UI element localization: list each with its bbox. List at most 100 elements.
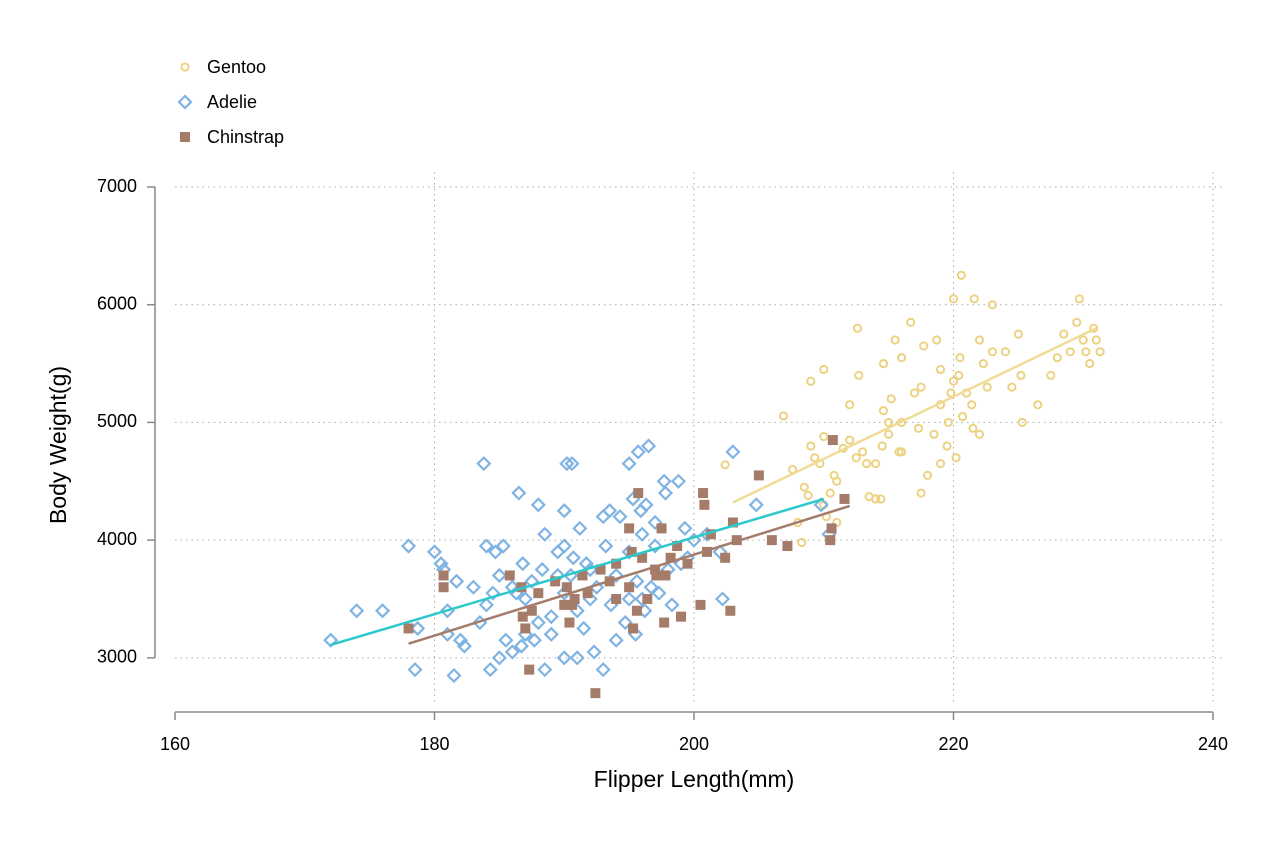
point (630, 444, 646, 460)
point (845, 435, 855, 445)
point (608, 632, 624, 648)
point (878, 406, 889, 416)
point (861, 459, 872, 469)
point (621, 456, 637, 472)
point (948, 376, 959, 386)
point (845, 400, 855, 410)
point (526, 632, 542, 648)
point (642, 593, 653, 604)
point (543, 609, 559, 625)
point (797, 537, 807, 548)
point (672, 541, 683, 552)
point (569, 593, 580, 604)
point (839, 493, 850, 504)
point (504, 570, 515, 581)
point (537, 526, 553, 542)
point (886, 394, 896, 404)
point (537, 662, 553, 678)
point (651, 585, 667, 601)
point (1016, 370, 1026, 380)
x-tick-label: 240 (1198, 734, 1228, 754)
point (621, 591, 637, 607)
point (1007, 382, 1017, 392)
point (513, 638, 529, 654)
trend-line (330, 497, 825, 647)
point (664, 597, 680, 613)
point (590, 688, 601, 699)
point (753, 470, 764, 481)
point (534, 562, 550, 578)
y-tick-label: 4000 (97, 529, 137, 549)
point (974, 335, 985, 345)
point (1000, 347, 1011, 357)
point (1089, 323, 1099, 333)
point (1078, 335, 1088, 345)
point (705, 529, 716, 540)
point (543, 626, 559, 642)
point (550, 576, 561, 587)
point (1072, 317, 1082, 327)
point (643, 579, 659, 595)
point (852, 323, 863, 333)
point (611, 593, 622, 604)
point (564, 617, 575, 628)
point (727, 517, 738, 528)
point (806, 376, 816, 386)
point (819, 431, 829, 442)
point (1046, 370, 1056, 380)
point (656, 473, 672, 489)
point (659, 617, 670, 628)
point (916, 488, 926, 498)
point (628, 623, 639, 634)
point (323, 632, 339, 648)
point (913, 423, 924, 433)
point (438, 582, 449, 593)
point (851, 453, 861, 463)
point (634, 526, 650, 542)
point (1017, 417, 1027, 428)
point (906, 317, 916, 327)
point (813, 497, 829, 513)
point (524, 573, 540, 589)
point (942, 441, 952, 451)
point (832, 517, 842, 528)
point (491, 650, 507, 666)
point (565, 550, 581, 566)
point (810, 453, 820, 463)
point (987, 347, 998, 357)
point (819, 364, 829, 375)
legend-label: Chinstrap (207, 127, 284, 147)
point (456, 638, 472, 654)
point (1091, 335, 1101, 345)
point (569, 650, 585, 666)
point (878, 358, 889, 369)
point (550, 544, 566, 560)
trend-line (732, 327, 1097, 504)
point (526, 605, 537, 616)
x-tick-label: 220 (938, 734, 968, 754)
point (633, 488, 644, 499)
legend-marker (180, 132, 190, 142)
point (426, 544, 443, 560)
point (491, 567, 507, 584)
point (478, 597, 494, 613)
point (943, 417, 953, 428)
point (699, 499, 710, 510)
point (982, 382, 992, 392)
point (725, 444, 741, 460)
point (1052, 353, 1062, 363)
point (1013, 329, 1023, 339)
point (449, 573, 465, 589)
point (799, 482, 809, 492)
point (624, 582, 635, 593)
point (956, 270, 966, 280)
x-tick-label: 200 (679, 734, 709, 754)
point (670, 473, 686, 489)
point (608, 567, 624, 584)
point (660, 570, 671, 581)
point (987, 300, 998, 310)
point (504, 579, 520, 595)
point (651, 570, 662, 581)
point (826, 523, 837, 534)
